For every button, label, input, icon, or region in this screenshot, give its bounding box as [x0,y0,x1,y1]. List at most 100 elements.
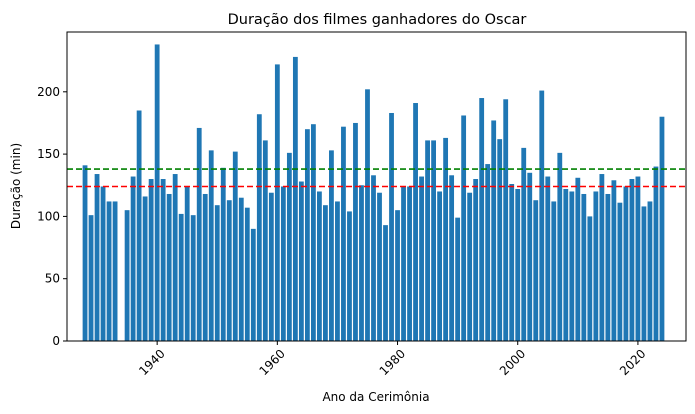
bar [533,200,539,341]
bar [130,176,136,341]
bar [653,166,659,341]
bar [196,127,202,341]
bar [317,191,322,341]
bar [178,213,184,341]
bar [226,200,232,341]
bar [208,150,214,341]
bar [100,186,106,341]
bar [268,192,274,341]
bar [250,228,256,341]
x-axis-label: Ano da Cerimônia [322,390,429,404]
bar [341,126,346,341]
bar [497,139,503,341]
x-tick-label: 2000 [497,347,528,378]
bar [256,114,262,341]
bar [503,99,509,341]
bar [551,201,557,341]
bar [262,140,268,341]
bar [545,176,551,341]
bar [124,210,130,341]
bar [629,179,635,341]
plot-frame [66,31,687,342]
bar [347,211,352,341]
bar [443,137,449,341]
bar [292,56,298,342]
bar [509,184,515,341]
bar [659,116,665,341]
bar [587,216,593,341]
x-tick-label: 1980 [377,347,408,378]
bar [461,115,467,341]
bar [220,167,226,341]
y-axis-label: Duração (min) [9,143,23,229]
bar [437,191,443,341]
bar [419,176,424,341]
bar [647,201,653,341]
bar [371,175,376,341]
y-tick-label: 50 [45,272,60,286]
bar [148,179,154,341]
x-axis-ticks: 1940 1960 1980 2000 2020 [136,341,649,378]
bar [353,122,358,342]
x-tick-label: 2020 [617,347,648,378]
bar [166,193,172,341]
bar [365,89,370,341]
bar [94,174,100,341]
bar [401,186,406,341]
bar [323,205,328,341]
bar [310,124,316,341]
bar [599,174,605,341]
bar [160,179,166,341]
bar [106,201,112,341]
bar [202,193,208,341]
bar [214,205,220,341]
bar [575,177,581,341]
bar [142,196,148,341]
bar [557,152,563,341]
y-axis-ticks: 0 50 100 150 200 [37,85,67,348]
bar [274,64,280,342]
y-tick-label: 100 [37,209,60,223]
bar [413,103,418,342]
bar [298,181,304,341]
bar [455,217,461,341]
y-tick-label: 200 [37,85,60,99]
x-tick-label: 1960 [256,347,287,378]
bar [359,185,364,341]
bar [449,175,455,341]
bar [154,44,160,342]
bar [329,150,334,341]
bar [425,140,430,341]
bar [539,90,545,341]
bar [521,147,527,342]
bar [611,180,617,341]
bar [377,192,382,341]
bar [244,207,250,341]
bar [335,201,340,341]
bar [190,215,196,341]
bar [581,193,587,341]
bar [431,140,436,341]
bar [112,201,118,341]
bar [389,112,394,342]
bar [623,186,629,341]
bar [485,164,491,341]
y-tick-label: 0 [52,334,60,348]
bar [635,176,641,341]
y-tick-label: 150 [37,147,60,161]
bar [491,120,497,342]
bar [383,225,388,342]
reference-lines [67,168,686,188]
bar [527,172,533,341]
bar [232,151,238,341]
bar [286,152,292,341]
chart-title: Duração dos filmes ganhadores do Oscar [228,12,527,28]
bar [395,210,400,341]
bar [617,202,623,341]
bar [473,179,479,341]
bar [479,98,485,341]
bar [563,188,569,341]
bar [515,188,521,341]
bar [280,186,286,341]
